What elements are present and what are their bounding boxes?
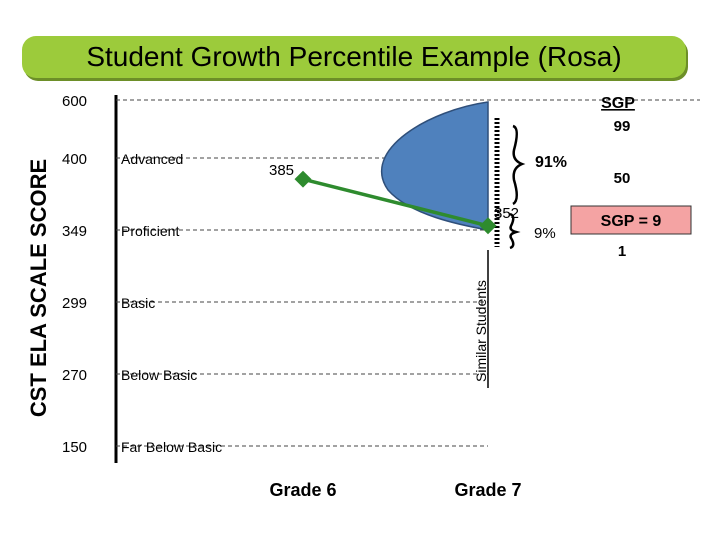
sgp-mid-value: 50	[614, 170, 631, 187]
band-labels: Advanced Proficient Basic Below Basic Far Be…	[121, 151, 222, 455]
point-label-385: 385	[269, 162, 294, 179]
data-point-grade-6	[294, 170, 312, 188]
series-rosa	[294, 170, 497, 235]
sgp-top-label: SGP	[601, 95, 635, 112]
series-line	[302, 177, 489, 228]
upper-percent-label: 91%	[535, 154, 567, 171]
sgp-top-value: 99	[614, 118, 631, 135]
band-label-far-below-basic: Far Below Basic	[121, 439, 222, 455]
sgp-result-text: SGP = 9	[601, 213, 662, 230]
sgp-result-box	[570, 205, 692, 235]
similar-students-distribution	[380, 101, 489, 231]
point-label-352: 352	[494, 205, 519, 222]
y-tick-349: 349	[62, 223, 87, 240]
band-label-basic: Basic	[121, 295, 155, 311]
y-tick-270: 270	[62, 367, 87, 384]
upper-brace	[512, 124, 526, 206]
y-axis-title: CST ELA SCALE SCORE	[26, 159, 51, 417]
lower-percent-label: 9%	[534, 225, 556, 242]
y-tick-400: 400	[62, 151, 87, 168]
band-label-advanced: Advanced	[121, 151, 183, 167]
sgp-bottom-value: 1	[618, 243, 626, 260]
point-labels: 385 352	[269, 162, 519, 222]
y-tick-150: 150	[62, 439, 87, 456]
x-category-grade-6: Grade 6	[269, 480, 336, 500]
lower-brace	[509, 212, 521, 250]
y-tick-299: 299	[62, 295, 87, 312]
y-tick-600: 600	[62, 93, 87, 110]
x-category-grade-7: Grade 7	[454, 480, 521, 500]
band-label-proficient: Proficient	[121, 223, 179, 239]
distribution-label: Similar Students	[473, 280, 489, 382]
data-point-grade-7	[479, 217, 497, 235]
band-label-below-basic: Below Basic	[121, 367, 197, 383]
chart-title: Student Growth Percentile Example (Rosa)	[22, 36, 686, 78]
y-tick-labels: 600 400 349 299 270 150	[62, 93, 87, 456]
